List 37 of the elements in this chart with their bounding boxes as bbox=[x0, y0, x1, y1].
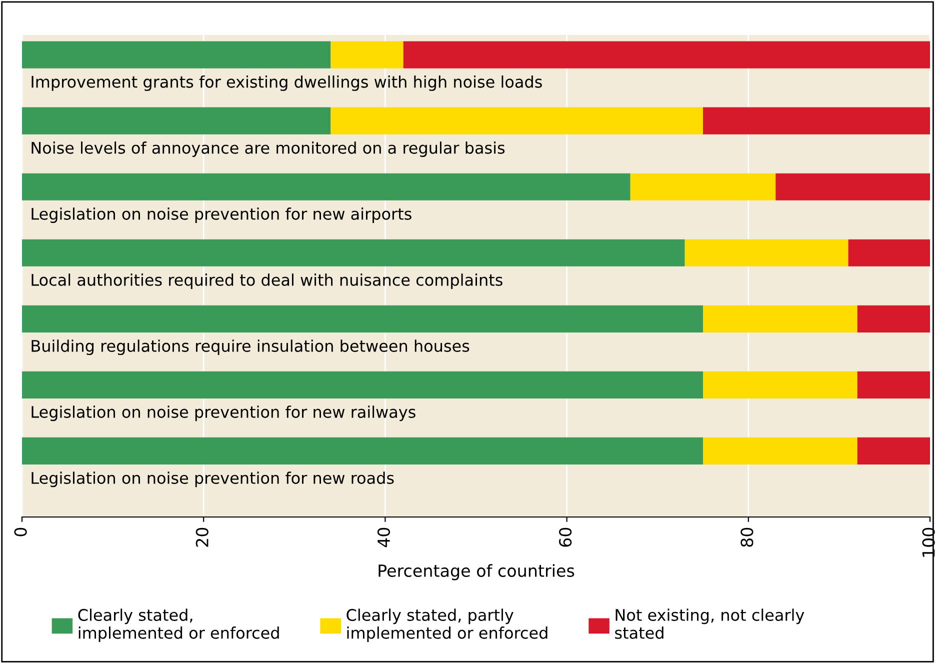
x-axis-title: Percentage of countries bbox=[378, 564, 574, 580]
legend-label: Clearly stated, partly implemented or enforced bbox=[346, 608, 548, 642]
bar bbox=[22, 437, 703, 465]
bar bbox=[703, 305, 858, 332]
bar bbox=[857, 305, 930, 332]
x-tick-label: 0 bbox=[14, 528, 27, 536]
bar bbox=[330, 107, 703, 134]
y-tick-label: Building regulations require insulation between houses bbox=[32, 340, 470, 356]
x-tick-label: 60 bbox=[559, 528, 572, 547]
y-tick-label: Noise levels of annoyance are monitored on a regular basis bbox=[32, 142, 505, 157]
bar bbox=[403, 41, 930, 68]
x-tick-label: 20 bbox=[196, 528, 208, 547]
bar bbox=[684, 239, 848, 266]
legend-label: Clearly stated, implemented or enforced bbox=[78, 608, 279, 642]
bar bbox=[22, 41, 331, 68]
bar bbox=[703, 437, 858, 465]
bar bbox=[330, 41, 404, 68]
y-tick-label: Local authorities required to deal with nuisance complaints bbox=[32, 274, 502, 290]
bar bbox=[630, 173, 776, 200]
bar bbox=[22, 173, 630, 200]
y-tick-label: Legislation on noise prevention for new roads bbox=[32, 472, 394, 488]
x-tick-label: 80 bbox=[740, 528, 754, 547]
y-tick-label: Improvement grants for existing dwellings with high noise loads bbox=[32, 75, 542, 91]
bar bbox=[22, 305, 703, 332]
x-tick-label: 40 bbox=[377, 528, 390, 548]
bar bbox=[703, 371, 858, 398]
bar bbox=[857, 371, 930, 398]
bar bbox=[703, 107, 930, 134]
bar bbox=[22, 239, 685, 266]
bar bbox=[848, 239, 930, 266]
bar bbox=[857, 437, 930, 465]
bar bbox=[22, 371, 703, 398]
y-tick-label: Legislation on noise prevention for new railways bbox=[32, 406, 416, 422]
bar bbox=[776, 173, 930, 200]
y-tick-label: Legislation on noise prevention for new airports bbox=[32, 208, 412, 223]
legend-label: Not existing, not clearly stated bbox=[615, 608, 804, 639]
bar bbox=[22, 107, 331, 134]
